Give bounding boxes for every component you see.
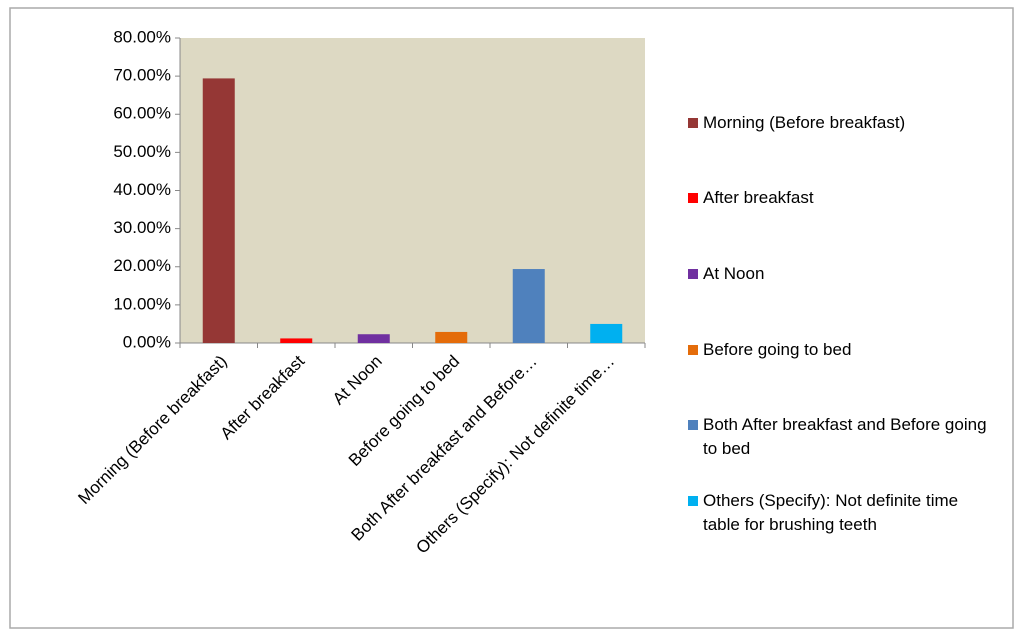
legend-swatch xyxy=(688,345,698,355)
y-tick-label: 80.00% xyxy=(113,27,171,46)
legend-swatch xyxy=(688,269,698,279)
legend-label: Before going to bed xyxy=(703,340,852,359)
legend-swatch xyxy=(688,496,698,506)
y-tick-label: 30.00% xyxy=(113,218,171,237)
legend-item: Both After breakfast and Before going to… xyxy=(688,413,998,461)
legend-label: Others (Specify): Not definite time tabl… xyxy=(703,491,959,534)
legend-item: At Noon xyxy=(688,262,998,286)
legend-swatch xyxy=(688,118,698,128)
legend-item: Before going to bed xyxy=(688,338,998,362)
y-tick-label: 50.00% xyxy=(113,142,171,161)
y-tick-label: 60.00% xyxy=(113,104,171,123)
y-tick-label: 0.00% xyxy=(123,332,171,351)
y-tick-label: 70.00% xyxy=(113,66,171,85)
y-tick-label: 10.00% xyxy=(113,294,171,313)
legend-label: Both After breakfast and Before going to… xyxy=(703,415,987,458)
y-tick-label: 20.00% xyxy=(113,256,171,275)
legend-label: At Noon xyxy=(703,264,765,283)
legend-item: After breakfast xyxy=(688,186,998,210)
bar xyxy=(435,331,468,343)
y-tick-label: 40.00% xyxy=(113,180,171,199)
legend-label: After breakfast xyxy=(703,188,814,207)
legend-item: Others (Specify): Not definite time tabl… xyxy=(688,489,998,537)
bar xyxy=(512,269,545,343)
legend-item: Morning (Before breakfast) xyxy=(688,111,998,135)
legend-label: Morning (Before breakfast) xyxy=(703,113,906,132)
legend-swatch xyxy=(688,193,698,203)
legend-swatch xyxy=(688,420,698,430)
bar xyxy=(280,338,313,343)
bar xyxy=(590,323,623,343)
bar xyxy=(357,334,390,343)
plot-area xyxy=(180,38,645,343)
bar xyxy=(202,78,235,343)
